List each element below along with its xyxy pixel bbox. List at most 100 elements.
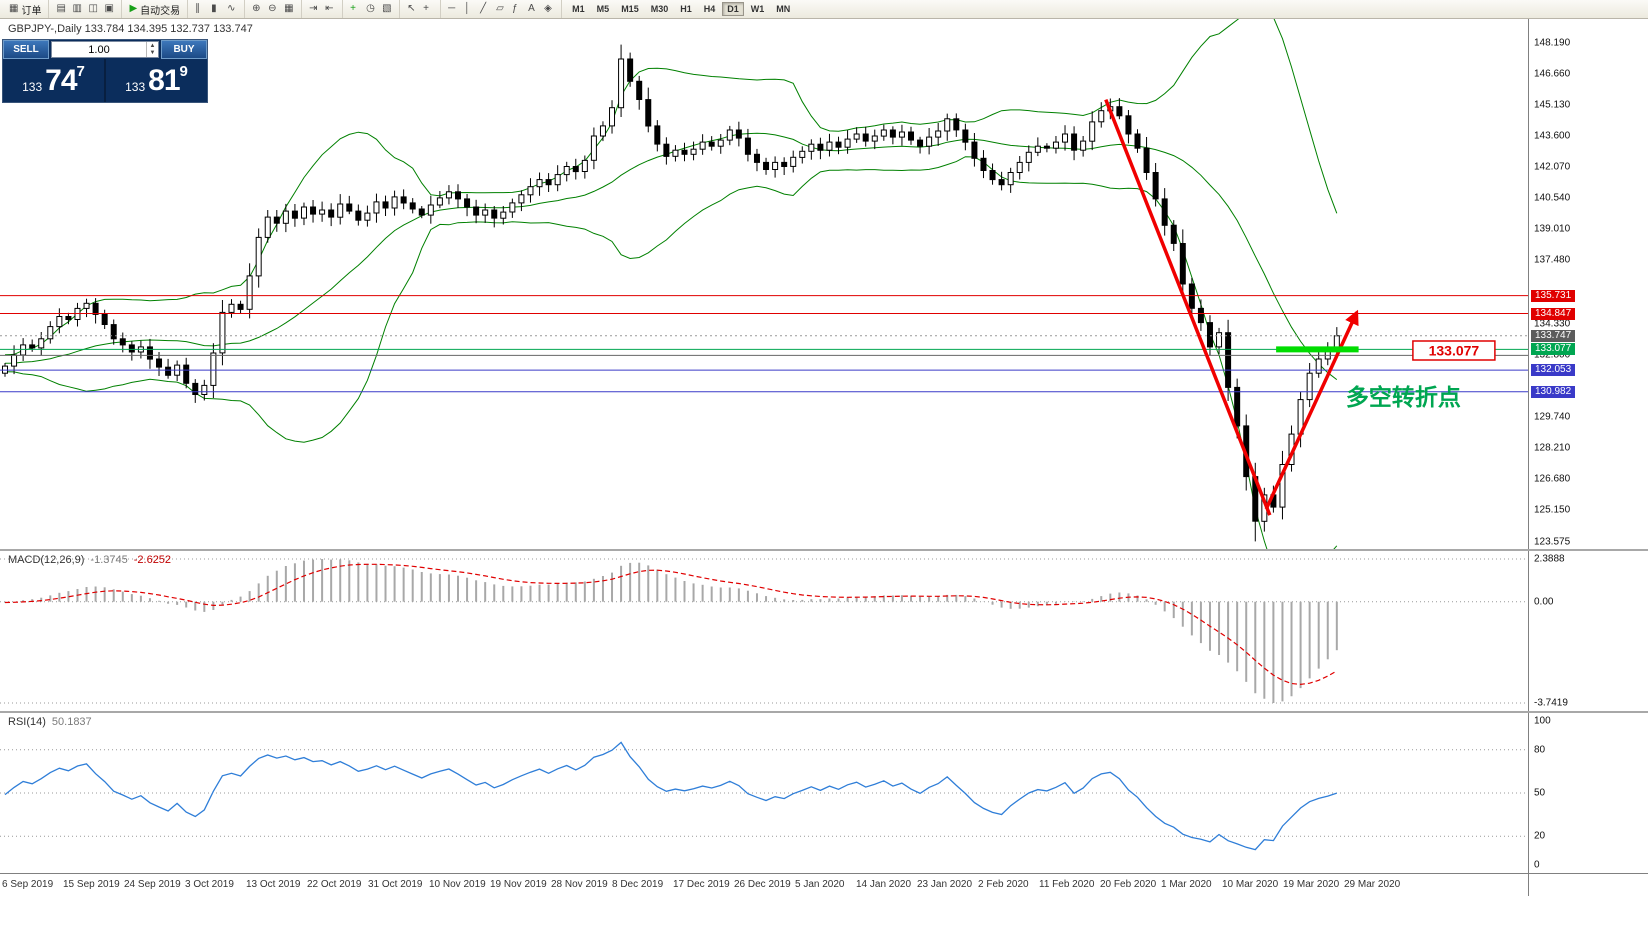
axis-corner-line	[1528, 874, 1529, 896]
price-badge: 133.747	[1531, 329, 1576, 342]
indicators-button[interactable]: +	[347, 2, 363, 17]
candlestick-chart-icon: ▮	[211, 3, 217, 14]
price-tick-label: 126.680	[1534, 473, 1571, 485]
terminal-button[interactable]: ▣	[101, 2, 117, 17]
buy-price[interactable]: 133 81 9	[106, 59, 207, 102]
date-label: 31 Oct 2019	[368, 879, 423, 890]
vertical-line-icon: │	[464, 3, 471, 14]
sell-price[interactable]: 133 74 7	[3, 59, 104, 102]
macd-canvas[interactable]	[0, 551, 1528, 711]
horizontal-line-button[interactable]: ─	[445, 2, 461, 17]
buy-price-big: 81	[148, 63, 180, 97]
volume-input[interactable]	[52, 42, 146, 57]
bottom-margin	[0, 896, 1648, 938]
toolbar-group: ▦ 订单	[2, 0, 50, 18]
candlestick-chart-button[interactable]: ▮	[208, 2, 224, 17]
periods-icon: ◷	[366, 3, 375, 14]
date-label: 1 Mar 2020	[1161, 879, 1212, 890]
arrows-tool-button[interactable]: ◈	[541, 2, 557, 17]
crosshair-icon: +	[423, 3, 429, 14]
data-window-button[interactable]: ▥	[69, 2, 85, 17]
price-tick-label: 142.070	[1534, 161, 1571, 173]
templates-button[interactable]: ▧	[379, 2, 395, 17]
date-label: 19 Nov 2019	[490, 879, 547, 890]
equidistant-channel-button[interactable]: ▱	[493, 2, 509, 17]
zoom-out-icon: ⊖	[268, 3, 277, 14]
volume-down-button[interactable]: ▼	[149, 49, 156, 56]
horizontal-levels	[0, 295, 1528, 393]
price-chart-canvas[interactable]: 133.077 多空转折点	[0, 19, 1528, 549]
cursor-button[interactable]: ↖	[404, 2, 420, 17]
timeframe-m15[interactable]: M15	[616, 2, 644, 16]
timeframe-mn[interactable]: MN	[771, 2, 795, 16]
main-chart-panel[interactable]: 133.077 多空转折点 GBPJPY-,Daily 133.784 134.3…	[0, 19, 1648, 549]
autotrading-button[interactable]: ▶ 自动交易	[126, 2, 183, 17]
date-label: 22 Oct 2019	[307, 879, 362, 890]
chart-shift-button[interactable]: ⇤	[322, 2, 338, 17]
vertical-line-button[interactable]: │	[461, 2, 477, 17]
timeframe-d1[interactable]: D1	[722, 2, 744, 16]
price-annotation-box: 133.077	[1412, 340, 1496, 361]
price-tick-label: 145.130	[1534, 99, 1571, 111]
toolbar-group: ↖ +	[400, 0, 442, 18]
auto-scroll-icon: ⇥	[309, 3, 318, 14]
macd-axis[interactable]: 2.3888 0.00 -3.7419	[1528, 551, 1648, 711]
zoom-in-button[interactable]: ⊕	[249, 2, 265, 17]
market-watch-button[interactable]: ▤	[53, 2, 69, 17]
bars-chart-icon: ∥	[195, 3, 201, 14]
zoom-out-button[interactable]: ⊖	[265, 2, 281, 17]
date-label: 3 Oct 2019	[185, 879, 234, 890]
rsi-axis[interactable]: 100 80 50 20 0	[1528, 713, 1648, 873]
zoom-in-icon: ⊕	[252, 3, 261, 14]
timeframe-h4[interactable]: H4	[699, 2, 721, 16]
timeframe-m1[interactable]: M1	[567, 2, 590, 16]
indicators-icon: +	[350, 3, 356, 14]
date-label: 6 Sep 2019	[2, 879, 54, 890]
price-badge: 133.077	[1531, 343, 1576, 356]
periods-button[interactable]: ◷	[363, 2, 379, 17]
price-axis[interactable]: 148.190 146.660 145.130 143.600 142.070 140.5…	[1528, 19, 1648, 549]
trendline-button[interactable]: ╱	[477, 2, 493, 17]
toolbar-icon-groups: ▦ 订单 ▤ ▥ ◫ ▣ ▶ 自动交易 ∥ ▮ ∿ ⊕ ⊖ ▦ ⇥ ⇤ + ◷ ▧ ↖ + ─ │ ╱ ▱ ƒ A ◈	[2, 0, 563, 18]
chart-title: GBPJPY-,Daily 133.784 134.395 132.737 13…	[8, 23, 253, 35]
date-label: 15 Sep 2019	[63, 879, 120, 890]
toolbar-group: ▤ ▥ ◫ ▣	[49, 0, 123, 18]
buy-button[interactable]: BUY	[161, 40, 207, 59]
sell-button[interactable]: SELL	[3, 40, 49, 59]
timeframe-m30[interactable]: M30	[646, 2, 674, 16]
tile-windows-button[interactable]: ▦	[281, 2, 297, 17]
fibonacci-button[interactable]: ƒ	[509, 2, 525, 17]
trend-arrows	[1104, 98, 1359, 516]
panel-splitter[interactable]	[0, 549, 1648, 551]
bars-chart-button[interactable]: ∥	[192, 2, 208, 17]
date-label: 23 Jan 2020	[917, 879, 973, 890]
rsi-panel[interactable]: RSI(14) 50.1837 100 80 50 20 0	[0, 713, 1648, 873]
line-chart-icon: ∿	[227, 3, 236, 14]
text-tool-icon: A	[528, 3, 535, 14]
timeframe-m5[interactable]: M5	[592, 2, 615, 16]
macd-panel[interactable]: MACD(12,26,9) -1.3745 -2.6252 2.3888 0.00 -3…	[0, 551, 1648, 711]
price-tick-label: 137.480	[1534, 254, 1571, 266]
timeframe-w1[interactable]: W1	[746, 2, 770, 16]
panel-splitter-2[interactable]	[0, 711, 1648, 713]
navigator-button[interactable]: ◫	[85, 2, 101, 17]
volume-spin-buttons: ▲ ▼	[146, 42, 158, 57]
macd-tick-label: 0.00	[1534, 596, 1554, 608]
price-tick-label: 148.190	[1534, 37, 1571, 49]
fibonacci-icon: ƒ	[512, 3, 518, 14]
navigator-icon: ◫	[88, 3, 98, 14]
timeframe-h1[interactable]: H1	[675, 2, 697, 16]
date-label: 2 Feb 2020	[978, 879, 1029, 890]
macd-signal-line	[4, 563, 1338, 686]
time-axis[interactable]: 6 Sep 2019 15 Sep 2019 24 Sep 2019 3 Oct 20…	[0, 873, 1648, 896]
price-tick-label: 134.330	[1534, 318, 1571, 330]
one-click-trading-panel: SELL ▲ ▼ BUY 133 74 7 133	[2, 39, 208, 103]
crosshair-button[interactable]: +	[420, 2, 436, 17]
rsi-canvas[interactable]	[0, 713, 1528, 873]
new-order-button[interactable]: ▦ 订单	[6, 2, 44, 17]
text-tool-button[interactable]: A	[525, 2, 541, 17]
toolbar-group: + ◷ ▧	[343, 0, 401, 18]
volume-up-button[interactable]: ▲	[149, 42, 156, 49]
auto-scroll-button[interactable]: ⇥	[306, 2, 322, 17]
line-chart-button[interactable]: ∿	[224, 2, 240, 17]
